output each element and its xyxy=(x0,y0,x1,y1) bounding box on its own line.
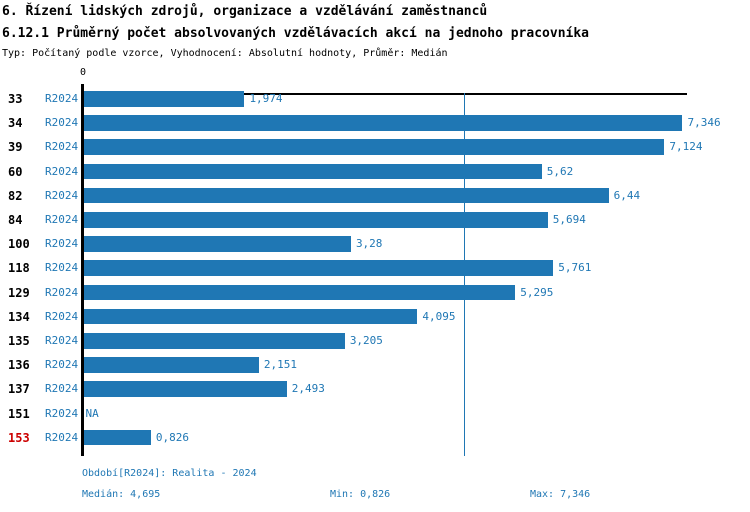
bar xyxy=(83,429,151,446)
row-category-label: 136 xyxy=(8,358,30,373)
bar xyxy=(83,381,287,397)
chart-row: 151 R2024 NA xyxy=(0,406,750,423)
footer-period-legend: Období[R2024]: Realita - 2024 xyxy=(82,468,257,479)
bar-value-label: 7,346 xyxy=(687,116,721,130)
row-category-label: 84 xyxy=(8,213,23,227)
row-period-label: R2024 xyxy=(45,92,79,105)
row-category-label: 39 xyxy=(8,140,23,155)
bar-value-label: 3,205 xyxy=(349,334,383,347)
row-period-label: R2024 xyxy=(45,430,79,444)
bar-value-label: 7,124 xyxy=(669,140,703,154)
row-category-label: 134 xyxy=(8,309,30,324)
row-period-label: R2024 xyxy=(45,285,79,299)
row-category-label: 153 xyxy=(8,430,30,445)
chart-row: 153 R2024 0,826 xyxy=(0,429,750,447)
chart-row: 136 R2024 2,151 xyxy=(0,357,750,374)
bar-value-label: 5,761 xyxy=(558,261,592,275)
chart-row: 137 R2024 2,493 xyxy=(0,381,750,398)
chart-row: 33 R2024 1,974 xyxy=(0,91,750,108)
row-period-label: R2024 xyxy=(45,406,79,420)
bar-value-label: 5,295 xyxy=(520,285,554,299)
row-category-label: 118 xyxy=(8,261,30,276)
row-period-label: R2024 xyxy=(45,358,79,372)
chart-meta-info: Typ: Počítaný podle vzorce, Vyhodnocení:… xyxy=(2,48,448,59)
footer-median-stat: Medián: 4,695 xyxy=(82,489,161,500)
bar xyxy=(83,91,245,107)
bar-value-label: 6,44 xyxy=(613,188,641,202)
bar xyxy=(83,236,351,252)
x-axis-zero-tick-label: 0 xyxy=(79,67,87,78)
row-category-label: 33 xyxy=(8,92,23,106)
bar xyxy=(83,357,259,373)
chart-row: 100 R2024 3,28 xyxy=(0,236,750,253)
row-period-label: R2024 xyxy=(45,382,79,396)
chart-row: 135 R2024 3,205 xyxy=(0,333,750,350)
row-period-label: R2024 xyxy=(45,334,79,347)
bar xyxy=(83,115,683,131)
y-axis-line xyxy=(81,84,84,456)
chart-row: 134 R2024 4,095 xyxy=(0,308,750,326)
chart-title: 6. Řízení lidských zdrojů, organizace a … xyxy=(2,4,488,19)
bar-value-label: NA xyxy=(85,406,99,420)
chart-row: 82 R2024 6,44 xyxy=(0,187,750,205)
row-category-label: 129 xyxy=(8,285,30,300)
footer-min-stat: Min: 0,826 xyxy=(330,489,391,500)
bar-value-label: 3,28 xyxy=(355,237,383,251)
row-category-label: 100 xyxy=(8,237,30,252)
bar xyxy=(83,139,665,155)
row-period-label: R2024 xyxy=(45,188,79,202)
bar xyxy=(83,333,345,349)
row-category-label: 82 xyxy=(8,188,23,203)
chart-row: 84 R2024 5,694 xyxy=(0,212,750,229)
bar xyxy=(83,187,609,204)
bar-value-label: 5,694 xyxy=(552,213,586,226)
chart-row: 118 R2024 5,761 xyxy=(0,260,750,277)
bar xyxy=(83,284,516,301)
row-period-label: R2024 xyxy=(45,213,79,226)
chart-subtitle: 6.12.1 Průměrný počet absolvovaných vzdě… xyxy=(2,26,589,41)
row-category-label: 34 xyxy=(8,116,23,131)
bar xyxy=(83,260,554,276)
row-category-label: 151 xyxy=(8,406,30,421)
bar-value-label: 2,151 xyxy=(263,358,297,372)
row-period-label: R2024 xyxy=(45,164,79,178)
row-period-label: R2024 xyxy=(45,309,79,323)
chart-row: 39 R2024 7,124 xyxy=(0,139,750,156)
bar-value-label: 5,62 xyxy=(546,164,574,178)
footer-max-stat: Max: 7,346 xyxy=(530,489,591,500)
row-period-label: R2024 xyxy=(45,261,79,275)
bar-value-label: 1,974 xyxy=(249,92,283,105)
bar-value-label: 2,493 xyxy=(291,382,325,396)
bar-value-label: 0,826 xyxy=(155,430,189,444)
chart-row: 34 R2024 7,346 xyxy=(0,115,750,132)
chart-row: 60 R2024 5,62 xyxy=(0,163,750,181)
row-category-label: 60 xyxy=(8,164,23,179)
bar xyxy=(83,212,548,228)
row-category-label: 135 xyxy=(8,334,30,348)
row-category-label: 137 xyxy=(8,382,30,397)
x-axis-line xyxy=(82,93,687,95)
row-period-label: R2024 xyxy=(45,116,79,130)
bar-value-label: 4,095 xyxy=(422,309,456,323)
row-period-label: R2024 xyxy=(45,237,79,251)
row-period-label: R2024 xyxy=(45,140,79,154)
bar xyxy=(83,308,418,325)
chart-row: 129 R2024 5,295 xyxy=(0,284,750,302)
bar xyxy=(83,163,542,180)
